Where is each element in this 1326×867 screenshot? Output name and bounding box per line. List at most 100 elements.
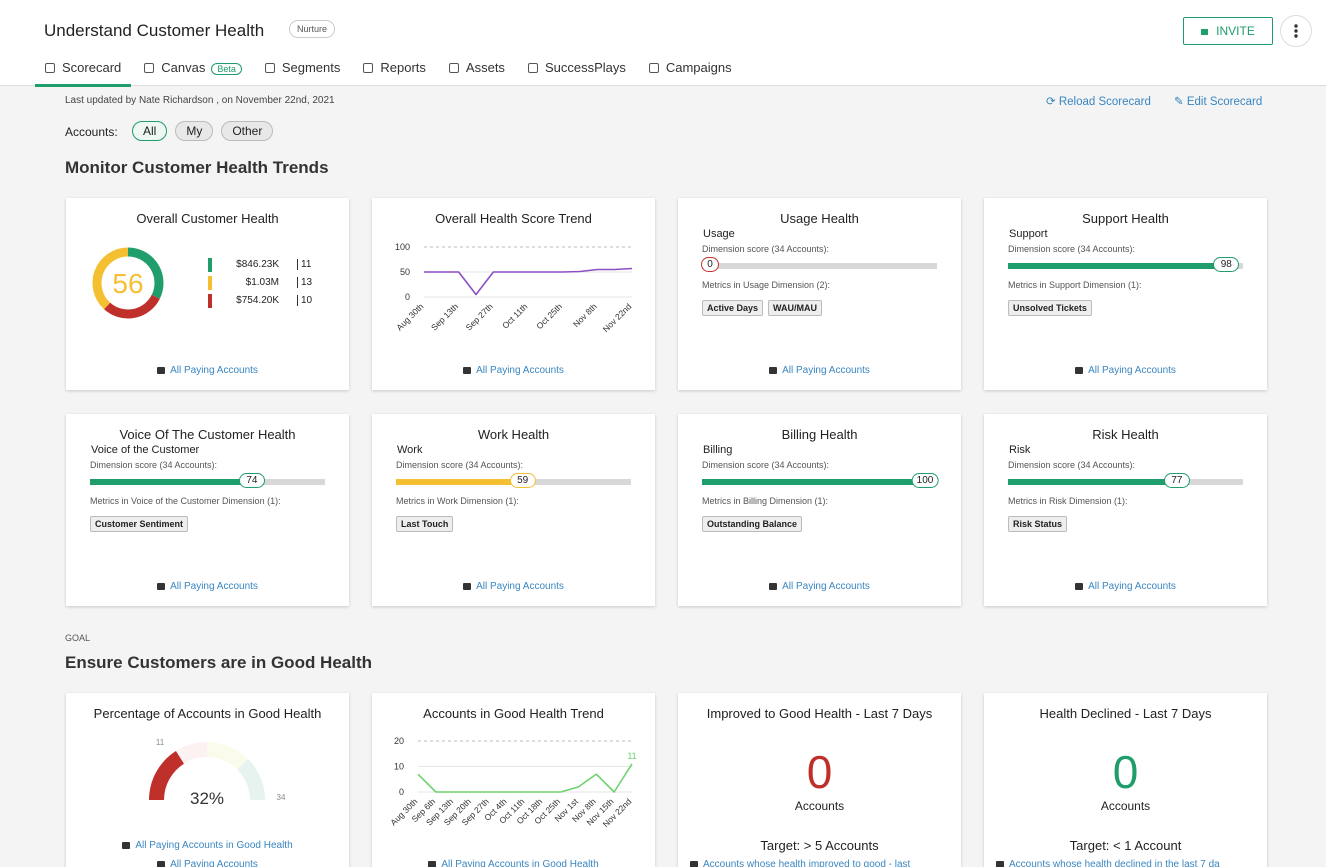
dimension-name: Support <box>1009 228 1048 240</box>
briefcase-icon <box>157 367 166 374</box>
donut-segment <box>104 294 160 319</box>
footer-link: All Paying Accounts <box>170 581 258 592</box>
y-tick-label: 50 <box>400 267 410 277</box>
reload-scorecard[interactable]: ⟳ Reload Scorecard <box>1046 96 1151 108</box>
score-bubble: 0 <box>701 257 719 272</box>
donut-segment <box>127 247 164 299</box>
legend-amount: $846.23K <box>236 259 279 270</box>
score-label: Dimension score (34 Accounts): <box>702 244 830 254</box>
score-label: Dimension score (34 Accounts): <box>1008 244 1136 254</box>
end-label: 11 <box>627 751 636 761</box>
more-button[interactable] <box>1280 15 1312 47</box>
footer-link: All Paying Accounts <box>1088 365 1176 376</box>
tab[interactable]: Segments <box>255 58 351 87</box>
card-footer[interactable]: All Paying Accounts <box>66 581 349 592</box>
tab[interactable]: Reports <box>353 58 436 87</box>
card-footer[interactable]: All Paying Accounts <box>984 365 1267 376</box>
card: Percentage of Accounts in Good Health 32%… <box>66 693 349 867</box>
card-footer[interactable]: All Paying Accounts in Good Health <box>372 859 655 867</box>
x-tick-label: Oct 25th <box>534 301 564 331</box>
gauge-count: 11 <box>156 738 165 747</box>
card-title: Support Health <box>1082 211 1169 226</box>
briefcase-icon <box>157 861 166 867</box>
card-footer[interactable]: All Paying Accounts <box>66 859 349 867</box>
tab-label: Canvas <box>161 60 206 75</box>
section-title: Ensure Customers are in Good Health <box>65 653 373 672</box>
briefcase-icon <box>996 861 1004 867</box>
score-bubble: 77 <box>1163 473 1190 488</box>
tab[interactable]: Scorecard <box>35 58 132 87</box>
filter-option[interactable]: My <box>175 121 214 141</box>
filter-option[interactable]: Other <box>221 121 274 141</box>
score-bubble: 59 <box>509 473 536 488</box>
gauge-segment <box>207 742 249 770</box>
card: Improved to Good Health - Last 7 Days 0 Ac… <box>678 693 961 867</box>
edit-scorecard[interactable]: ✎ Edit Scorecard <box>1174 96 1263 108</box>
briefcase-icon <box>157 583 166 590</box>
tab[interactable]: SuccessPlays <box>518 58 636 87</box>
big-number: 0 <box>806 746 833 798</box>
filter-option[interactable]: All <box>132 121 168 141</box>
card-footer[interactable]: Accounts whose health improved to good -… <box>690 859 949 867</box>
metrics-label: Metrics in Risk Dimension (1): <box>1008 496 1128 506</box>
legend-amount: $754.20K <box>236 295 279 306</box>
footer-link: All Paying Accounts <box>1088 581 1176 592</box>
invite-button[interactable]: INVITE <box>1183 17 1273 45</box>
donut-segment <box>92 247 129 310</box>
tab-icon <box>264 63 275 73</box>
metric-chips: Outstanding Balance <box>702 514 807 532</box>
y-tick-label: 20 <box>394 736 404 746</box>
card-footer[interactable]: All Paying Accounts <box>678 365 961 376</box>
tag-text: Nurture <box>297 24 328 34</box>
filters: All My Other <box>132 121 281 141</box>
tab-icon <box>448 63 459 73</box>
footer-link: All Paying Accounts <box>170 365 258 376</box>
footer-link: All Paying Accounts <box>782 365 870 376</box>
card-footer[interactable]: All Paying Accounts <box>678 581 961 592</box>
card-title: Usage Health <box>780 211 859 226</box>
tab[interactable]: Assets <box>439 58 515 87</box>
briefcase-icon <box>769 583 778 590</box>
edit-text: Edit Scorecard <box>1186 96 1263 108</box>
score-bubble: 98 <box>1213 257 1240 272</box>
metric-chip: Customer Sentiment <box>90 516 189 532</box>
card-footer[interactable]: All Paying Accounts in Good Health <box>66 840 349 851</box>
tab-label: Reports <box>380 60 426 75</box>
legend-count: 10 <box>297 295 312 306</box>
footer-link: All Paying Accounts <box>476 365 564 376</box>
tab[interactable]: Campaigns <box>639 58 742 87</box>
card-footer[interactable]: All Paying Accounts <box>984 581 1267 592</box>
tabs: Scorecard Canvas Beta Segments Reports Assets… <box>35 58 745 87</box>
card-footer[interactable]: All Paying Accounts <box>372 365 655 376</box>
card: Overall Customer Health 56 $846.23K 11 $1.03… <box>66 198 349 390</box>
card: Accounts in Good Health Trend 0 10 20 Aug 30… <box>372 693 655 867</box>
card-footer[interactable]: All Paying Accounts <box>66 365 349 376</box>
reload-text: Reload Scorecard <box>1058 96 1151 108</box>
score-label: Dimension score (34 Accounts): <box>1008 460 1136 470</box>
card-footer[interactable]: All Paying Accounts <box>372 581 655 592</box>
briefcase-icon <box>122 842 131 849</box>
tab-badge: Beta <box>211 63 242 75</box>
card: Risk Health Risk Dimension score (34 Accou… <box>984 414 1267 606</box>
gauge-segment <box>149 751 184 800</box>
score-bar <box>396 479 535 485</box>
card-title: Accounts in Good Health Trend <box>423 706 604 721</box>
metric-chips: Customer Sentiment <box>90 514 193 532</box>
tab-label: Scorecard <box>62 60 122 75</box>
briefcase-icon <box>463 583 472 590</box>
donut-score: 56 <box>112 268 143 299</box>
tag: Nurture <box>289 20 336 38</box>
metrics-label: Metrics in Support Dimension (1): <box>1008 280 1142 290</box>
tab-label: Segments <box>281 60 341 75</box>
card-title: Improved to Good Health - Last 7 Days <box>706 706 933 721</box>
score-label: Dimension score (34 Accounts): <box>90 460 218 470</box>
invite-text: INVITE <box>1216 24 1255 38</box>
gauge-total: 34 <box>277 793 286 802</box>
card-footer[interactable]: Accounts whose health declined in the la… <box>996 859 1255 867</box>
chart: 56 <box>92 247 164 319</box>
tab[interactable]: Canvas Beta <box>134 58 252 87</box>
line <box>424 267 633 296</box>
briefcase-icon <box>690 861 698 867</box>
score-bar <box>90 479 264 485</box>
